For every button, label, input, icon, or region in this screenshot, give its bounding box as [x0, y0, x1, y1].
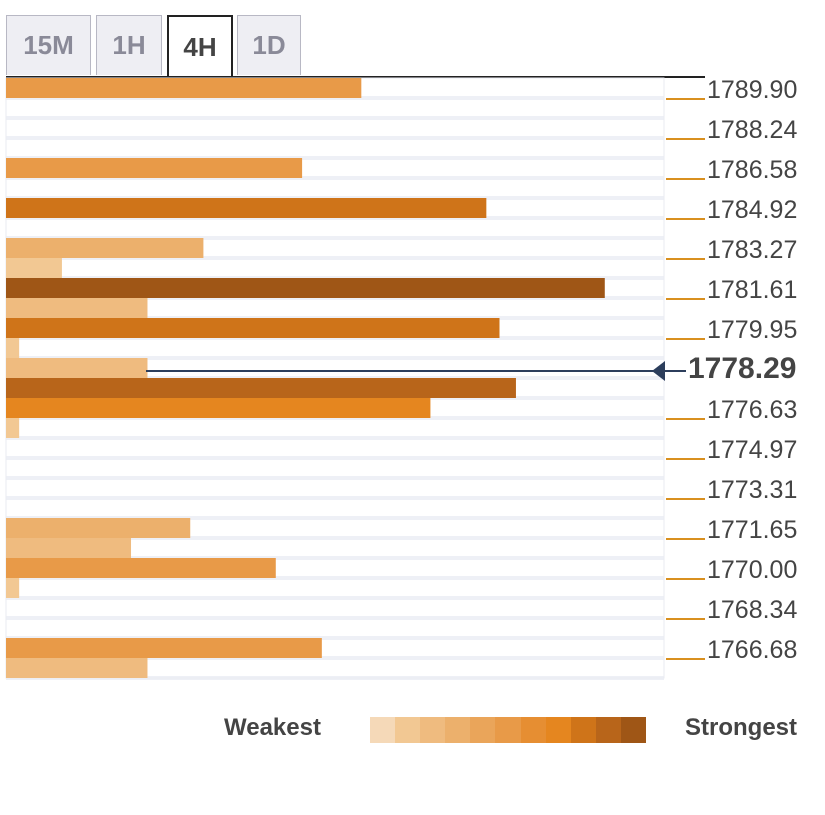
price-level-label: 1770.00	[707, 556, 797, 584]
row-guide	[6, 616, 664, 620]
row-guide	[6, 436, 664, 440]
strength-bar	[6, 378, 516, 398]
strength-bar	[6, 418, 20, 438]
strength-bar	[6, 238, 204, 258]
row-guide	[6, 596, 664, 600]
row-guide	[6, 136, 664, 140]
strength-bar	[6, 338, 20, 358]
strength-bar	[6, 358, 148, 378]
strength-bar	[6, 258, 62, 278]
price-level-label: 1789.90	[707, 76, 797, 104]
legend-swatch	[495, 717, 521, 743]
tab-4h[interactable]: 4H	[167, 15, 233, 77]
price-level-label: 1771.65	[707, 516, 797, 544]
price-level-label: 1779.95	[707, 316, 797, 344]
strength-bar	[6, 158, 303, 178]
price-level-label: 1773.31	[707, 476, 797, 504]
legend-swatch	[420, 717, 446, 743]
price-level-label: 1781.61	[707, 276, 797, 304]
strength-bar	[6, 638, 322, 658]
current-price-label: 1778.29	[688, 352, 796, 385]
row-guide	[6, 576, 664, 580]
legend-swatch	[545, 717, 571, 743]
legend-swatch	[445, 717, 471, 743]
row-guide	[6, 656, 664, 660]
legend-swatch	[520, 717, 546, 743]
price-level-label: 1768.34	[707, 596, 797, 624]
row-guide	[6, 456, 664, 460]
price-level-label: 1786.58	[707, 156, 797, 184]
strength-bar	[6, 278, 605, 298]
row-guide	[6, 516, 664, 520]
strength-bar	[6, 78, 362, 98]
legend-swatch	[620, 717, 647, 743]
strength-bar	[6, 318, 500, 338]
legend-strongest-label: Strongest	[685, 714, 798, 741]
strength-bar	[6, 298, 148, 318]
strength-bar	[6, 558, 276, 578]
strength-bar	[6, 578, 20, 598]
price-level-label: 1783.27	[707, 236, 797, 264]
price-level-label: 1776.63	[707, 396, 797, 424]
strength-bar	[6, 198, 487, 218]
row-guide	[6, 156, 664, 160]
tabs-baseline	[6, 76, 705, 78]
strength-bar	[6, 518, 191, 538]
legend-swatch	[595, 717, 621, 743]
row-guide	[6, 476, 664, 480]
price-level-label: 1784.92	[707, 196, 797, 224]
price-level-label: 1766.68	[707, 636, 797, 664]
row-guide	[6, 356, 664, 360]
row-guide	[6, 176, 664, 180]
strength-bar	[6, 538, 132, 558]
price-level-label: 1774.97	[707, 436, 797, 464]
row-guide	[6, 556, 664, 560]
price-level-label: 1788.24	[707, 116, 797, 144]
legend-swatch	[570, 717, 596, 743]
row-guide	[6, 236, 664, 240]
row-guide	[6, 536, 664, 540]
strength-bar	[6, 398, 431, 418]
legend-swatch	[395, 717, 421, 743]
row-guide	[6, 496, 664, 500]
tab-1d[interactable]: 1D	[237, 15, 301, 75]
timeframe-tabs: 15M 1H 4H 1D	[6, 15, 706, 77]
legend-swatch	[470, 717, 496, 743]
legend-swatch	[370, 717, 396, 743]
strength-bar	[6, 658, 148, 678]
tab-15m[interactable]: 15M	[6, 15, 91, 75]
legend-weakest-label: Weakest	[224, 714, 321, 741]
legend-color-scale	[370, 717, 647, 743]
row-guide	[6, 256, 664, 260]
strength-legend: Weakest Strongest	[0, 700, 825, 760]
confluence-chart: 1789.90 1788.24 1786.58 1784.92 1783.27 1781.…	[5, 76, 797, 680]
tab-1h[interactable]: 1H	[96, 15, 162, 75]
row-guide	[6, 636, 664, 640]
current-price-arrow-icon	[652, 361, 665, 381]
row-guide	[6, 116, 664, 120]
